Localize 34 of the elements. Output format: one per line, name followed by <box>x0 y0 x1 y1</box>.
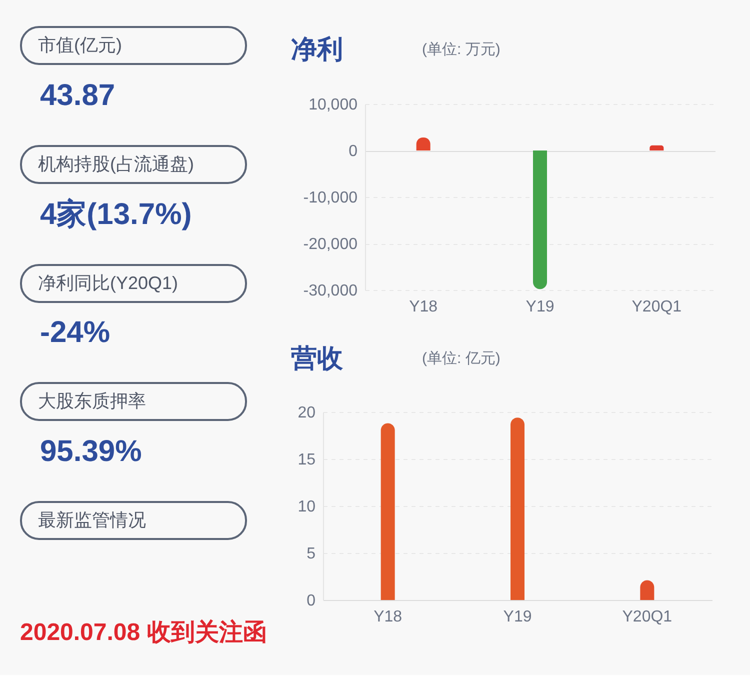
x-tick-label: Y18 <box>374 608 402 626</box>
y-tick-label: -10,000 <box>303 190 358 206</box>
text: 大股东质押率 <box>38 391 146 411</box>
x-tick-label: Y19 <box>503 608 532 626</box>
text: 市值(亿元) <box>38 35 122 55</box>
y-tick-label: 10,000 <box>308 96 358 114</box>
text: 机构持股(占流通盘) <box>38 154 194 174</box>
y-tick-label: 10 <box>298 498 316 516</box>
y-tick-label: 0 <box>348 143 358 160</box>
y-tick-label: -20,000 <box>303 236 358 253</box>
chart-title: 净利 <box>291 34 343 64</box>
x-tick-label: Y20Q1 <box>622 608 672 626</box>
chart-title: 营收 <box>290 343 344 373</box>
text: 95.39% <box>40 435 142 468</box>
text: 净利同比(Y20Q1) <box>38 273 178 293</box>
x-tick-label: Y20Q1 <box>632 298 682 316</box>
x-tick-label: Y19 <box>526 298 554 316</box>
text: -24% <box>40 316 110 349</box>
bar <box>510 418 524 600</box>
text: 43.87 <box>40 79 116 112</box>
y-tick-label: 0 <box>306 592 316 610</box>
text: 2020.07.08 收到关注函 <box>20 619 267 646</box>
y-tick-label: 20 <box>298 404 316 422</box>
bar <box>650 145 664 150</box>
bar <box>533 150 547 290</box>
chart-subtitle: (单位: 亿元) <box>422 350 500 367</box>
x-tick-label: Y18 <box>409 298 438 316</box>
y-tick-label: 5 <box>306 546 316 562</box>
bar <box>380 423 395 600</box>
text: 4家(13.7%) <box>40 197 192 231</box>
chart-subtitle: (单位: 万元) <box>422 41 500 58</box>
text: 最新监管情况 <box>38 510 146 530</box>
y-tick-label: -30,000 <box>303 282 358 300</box>
y-tick-label: 15 <box>298 452 316 468</box>
